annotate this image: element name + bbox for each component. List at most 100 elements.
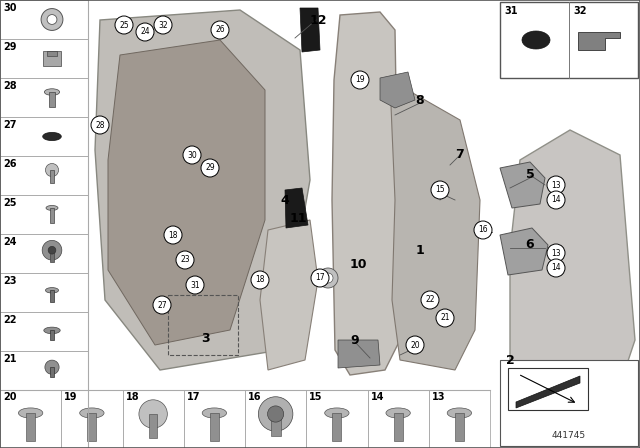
Text: 7: 7 [456,148,465,161]
Text: 15: 15 [435,185,445,194]
Text: 1: 1 [415,244,424,257]
Circle shape [45,360,59,375]
Text: 21: 21 [3,354,17,364]
Bar [0,156,88,195]
Polygon shape [578,32,620,50]
Bar [122,390,184,448]
Text: 19: 19 [355,76,365,85]
Ellipse shape [44,327,60,334]
Circle shape [164,226,182,244]
Polygon shape [516,376,580,408]
Text: 21: 21 [440,314,450,323]
Text: 15: 15 [309,392,323,402]
Circle shape [176,251,194,269]
Ellipse shape [43,133,61,141]
Ellipse shape [44,89,60,95]
Circle shape [48,246,56,254]
Text: 30: 30 [187,151,197,159]
Bar [50,331,54,340]
Bar [0,273,88,312]
Bar [307,390,367,448]
Bar [0,39,88,78]
Bar [51,367,54,377]
Ellipse shape [45,288,58,293]
Polygon shape [500,162,545,208]
Circle shape [318,268,338,288]
Polygon shape [260,220,318,370]
Text: 28: 28 [95,121,105,129]
Text: 32: 32 [573,6,586,16]
Bar [394,413,403,441]
Polygon shape [510,130,635,405]
Bar [50,170,54,183]
Bar [0,0,88,39]
Circle shape [91,116,109,134]
Text: 14: 14 [551,263,561,272]
Polygon shape [338,340,380,368]
Text: 31: 31 [504,6,518,16]
Bar [500,2,638,78]
Bar [88,413,97,441]
Circle shape [41,9,63,30]
Circle shape [311,269,329,287]
Bar [508,368,588,410]
Text: 32: 32 [158,21,168,30]
Text: 26: 26 [215,26,225,34]
Text: 22: 22 [425,296,435,305]
Circle shape [547,244,565,262]
Text: 20: 20 [3,392,17,402]
Bar [0,117,88,156]
Bar [168,295,238,355]
Text: 16: 16 [248,392,262,402]
Circle shape [153,296,171,314]
Bar [0,351,88,390]
Circle shape [323,273,333,283]
Text: 23: 23 [180,255,190,264]
Bar [500,360,638,446]
Circle shape [547,191,565,209]
Polygon shape [95,10,310,370]
Bar [429,390,490,448]
Bar [0,195,88,234]
Circle shape [47,15,57,24]
Bar [455,413,464,441]
Bar [49,92,55,108]
Text: 17: 17 [187,392,200,402]
Text: 10: 10 [349,258,367,271]
Ellipse shape [46,206,58,211]
Text: 29: 29 [205,164,215,172]
Polygon shape [380,72,415,108]
Text: 24: 24 [140,27,150,36]
Bar [61,390,122,448]
Text: 31: 31 [190,280,200,289]
Circle shape [45,164,58,177]
Text: 25: 25 [3,198,17,208]
Text: 20: 20 [410,340,420,349]
Text: 6: 6 [525,238,534,251]
Ellipse shape [386,408,410,418]
Ellipse shape [447,408,472,418]
Polygon shape [332,12,400,375]
Circle shape [406,336,424,354]
Text: 28: 28 [3,81,17,91]
Bar [332,413,341,441]
Text: 18: 18 [255,276,265,284]
Bar [0,312,88,351]
Circle shape [115,16,133,34]
Bar [149,414,157,438]
Bar [367,390,429,448]
Circle shape [351,71,369,89]
Text: 441745: 441745 [552,431,586,440]
Ellipse shape [522,31,550,49]
Bar [184,390,245,448]
Bar [271,414,281,436]
Text: 18: 18 [125,392,139,402]
Bar [245,390,307,448]
Polygon shape [390,80,480,370]
Text: 2: 2 [506,353,515,366]
Text: 8: 8 [416,94,424,107]
Text: 3: 3 [201,332,209,345]
Bar [50,290,54,302]
Circle shape [431,181,449,199]
Text: 16: 16 [478,225,488,234]
